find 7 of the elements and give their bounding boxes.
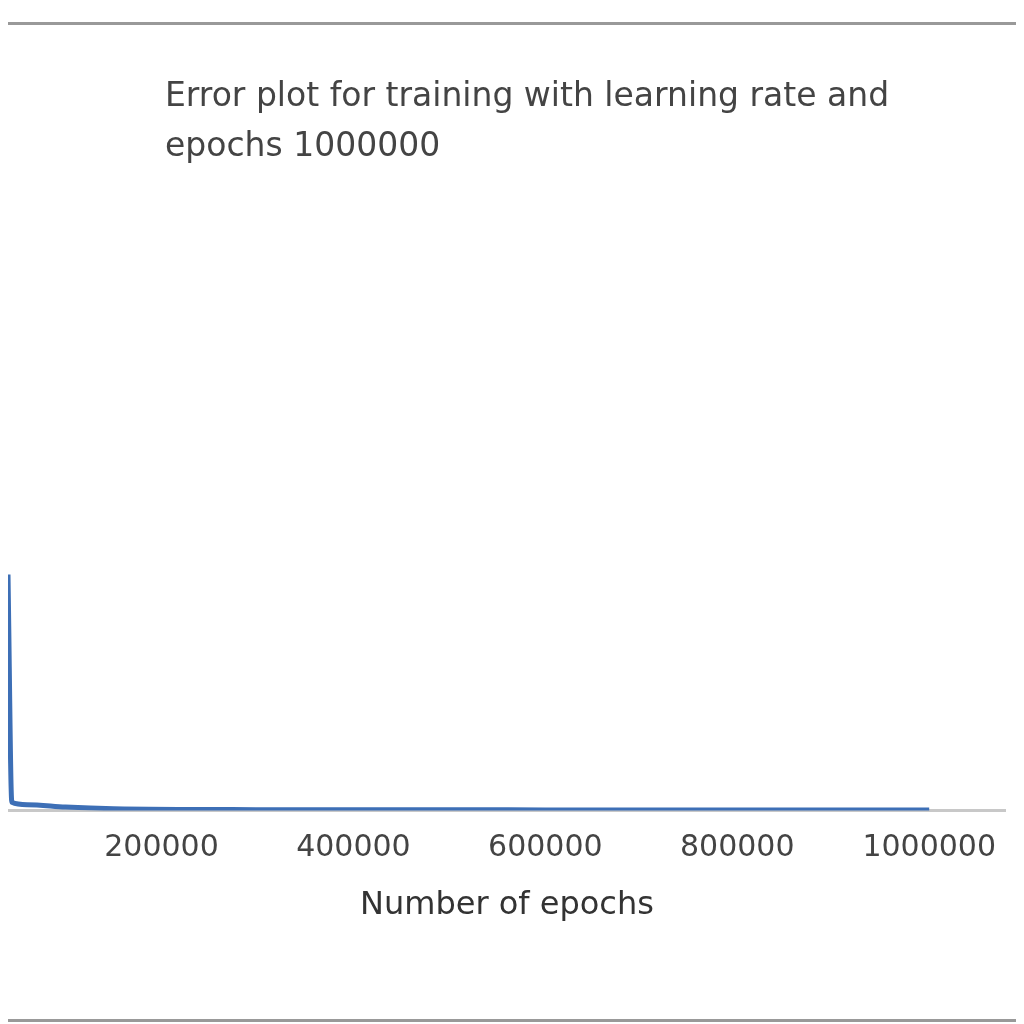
x-tick-label: 800000: [680, 828, 795, 864]
x-axis-title: Number of epochs: [360, 884, 654, 923]
x-tick-label: 400000: [296, 828, 411, 864]
chart-title: Error plot for training with learning rate and epochs 1000000: [165, 74, 891, 166]
x-tick-label: 1000000: [862, 828, 996, 864]
x-tick-label: 200000: [104, 828, 219, 864]
x-tick-label: 600000: [488, 828, 603, 864]
